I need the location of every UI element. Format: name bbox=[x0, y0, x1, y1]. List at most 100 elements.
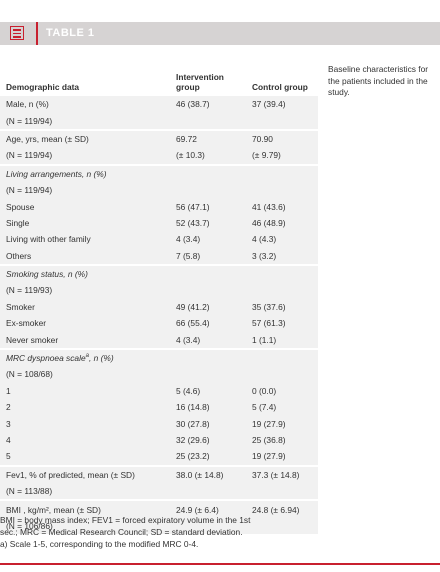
table-icon bbox=[10, 26, 24, 40]
cell: 4 bbox=[6, 435, 11, 445]
footnote: sec.; MRC = Medical Research Council; SD… bbox=[0, 527, 243, 537]
cell: (N = 119/94) bbox=[6, 115, 53, 126]
cell: 1 (1.1) bbox=[252, 334, 277, 345]
cell: 46 (48.9) bbox=[252, 217, 286, 228]
cell: 57 (61.3) bbox=[252, 318, 286, 329]
cell: 4 (4.3) bbox=[252, 234, 277, 245]
cell: 5 (4.6) bbox=[176, 385, 201, 396]
cell: 5 bbox=[6, 451, 11, 462]
header-row: Demographic data Intervention group Contro… bbox=[0, 62, 318, 95]
table-row: 2 16 (14.8) 5 (7.4) bbox=[0, 399, 318, 415]
table-row: MRC dyspnoea scalea, n (%) bbox=[0, 347, 318, 367]
footnotes: BMI = body mass index; FEV1 = forced exp… bbox=[0, 514, 318, 550]
table-label: TABLE 1 bbox=[46, 27, 95, 39]
table-row: (N = 113/88) bbox=[0, 483, 318, 500]
cell: 1 bbox=[6, 385, 11, 396]
cell: 37.3 (± 14.8) bbox=[246, 464, 318, 483]
table: Demographic data Intervention group Contro… bbox=[0, 62, 318, 535]
cell: 70.90 bbox=[246, 128, 318, 148]
table-row: Others 7 (5.8) 3 (3.2) bbox=[0, 248, 318, 265]
table-body: Male, n (%) 46 (38.7) 37 (39.4) (N = 119/94… bbox=[0, 93, 318, 534]
cell: 2 bbox=[6, 402, 11, 413]
cell: 69.72 bbox=[170, 128, 246, 148]
cell: Fev1, % of predicted, mean (± SD) bbox=[0, 464, 170, 483]
table-row: 3 30 (27.8) 19 (27.9) bbox=[0, 415, 318, 431]
cell bbox=[170, 282, 246, 298]
cell: Age, yrs, mean (± SD) bbox=[0, 128, 170, 148]
cell: (± 10.3) bbox=[176, 150, 205, 161]
table-row: 4 32 (29.6) 25 (36.8) bbox=[0, 432, 318, 448]
cell bbox=[170, 366, 246, 382]
table-row: Male, n (%) 46 (38.7) 37 (39.4) bbox=[0, 93, 318, 113]
cell bbox=[246, 282, 318, 298]
table-row: (N = 119/93) bbox=[0, 282, 318, 298]
cell: 3 (3.2) bbox=[252, 250, 277, 261]
table-row: Ex-smoker 66 (55.4) 57 (61.3) bbox=[0, 315, 318, 331]
cell: 4 (3.4) bbox=[176, 234, 201, 245]
table-row: (N = 119/94) (± 10.3) (± 9.79) bbox=[0, 147, 318, 164]
table-row: Fev1, % of predicted, mean (± SD) 38.0 (±… bbox=[0, 464, 318, 483]
cell: 19 (27.9) bbox=[252, 451, 286, 462]
bottom-rule bbox=[0, 563, 440, 565]
cell bbox=[246, 182, 318, 198]
cell: (N = 108/68) bbox=[6, 369, 53, 380]
cell: 4 (3.4) bbox=[176, 334, 201, 345]
cell: 38.0 (± 14.8) bbox=[170, 464, 246, 483]
cell: 16 (14.8) bbox=[176, 402, 210, 413]
table-row: Living arrangements, n (%) bbox=[0, 163, 318, 182]
caption: Baseline characteristics for the patient… bbox=[328, 64, 429, 97]
separator bbox=[36, 22, 38, 45]
cell bbox=[170, 163, 246, 182]
cell bbox=[246, 347, 318, 367]
cell: 66 (55.4) bbox=[176, 318, 210, 329]
cell: 52 (43.7) bbox=[176, 217, 210, 228]
cell: (N = 119/93) bbox=[6, 285, 53, 296]
column-header: Control group bbox=[246, 62, 318, 95]
cell: 46 (38.7) bbox=[170, 93, 246, 113]
cell: (N = 119/94) bbox=[6, 185, 53, 196]
cell: (N = 106/86) bbox=[6, 520, 53, 531]
cell: Living with other family bbox=[6, 234, 91, 245]
cell: 19 (27.9) bbox=[252, 418, 286, 429]
table-row: Smoker 49 (41.2) 35 (37.6) bbox=[0, 299, 318, 315]
cell: 30 (27.8) bbox=[176, 418, 210, 429]
cell: Others bbox=[6, 250, 32, 261]
table-row: Never smoker 4 (3.4) 1 (1.1) bbox=[0, 331, 318, 348]
cell: 3 bbox=[6, 418, 11, 429]
cell bbox=[246, 112, 318, 129]
cell bbox=[170, 182, 246, 198]
cell bbox=[246, 163, 318, 182]
cell-text: , n (%) bbox=[88, 353, 114, 364]
table-row: (N = 106/86) bbox=[0, 518, 318, 534]
cell: 24.9 (± 6.4) bbox=[170, 499, 246, 518]
cell: Single bbox=[6, 217, 30, 228]
cell: (N = 113/88) bbox=[6, 486, 53, 497]
cell: 49 (41.2) bbox=[176, 301, 210, 312]
cell: 56 (47.1) bbox=[176, 201, 210, 212]
cell: Smoker bbox=[6, 301, 35, 312]
superscript: a bbox=[85, 353, 89, 360]
table-row: Spouse 56 (47.1) 41 (43.6) bbox=[0, 198, 318, 214]
cell: 25 (36.8) bbox=[252, 435, 286, 445]
cell: Smoking status, n (%) bbox=[0, 263, 170, 283]
column-header: Demographic data bbox=[0, 62, 170, 95]
cell: MRC dyspnoea scalea, n (%) bbox=[0, 347, 170, 367]
cell: (± 9.79) bbox=[252, 150, 281, 161]
cell: 37 (39.4) bbox=[246, 93, 318, 113]
cell: Spouse bbox=[6, 201, 35, 212]
cell bbox=[170, 112, 246, 129]
column-header: Intervention group bbox=[170, 62, 246, 95]
table-row: (N = 108/68) bbox=[0, 366, 318, 382]
cell bbox=[246, 263, 318, 283]
table-row: Age, yrs, mean (± SD) 69.72 70.90 bbox=[0, 128, 318, 148]
cell bbox=[170, 263, 246, 283]
cell: BMI , kg/m², mean (± SD) bbox=[0, 499, 170, 518]
table-row: Single 52 (43.7) 46 (48.9) bbox=[0, 215, 318, 231]
table-row: BMI , kg/m², mean (± SD) 24.9 (± 6.4) 24.8… bbox=[0, 499, 318, 518]
footnote: BMI = body mass index; FEV1 = forced exp… bbox=[0, 515, 251, 525]
cell: 35 (37.6) bbox=[252, 301, 286, 312]
cell bbox=[246, 366, 318, 382]
table-row: 5 25 (23.2) 19 (27.9) bbox=[0, 448, 318, 465]
cell: Male, n (%) bbox=[0, 93, 170, 113]
